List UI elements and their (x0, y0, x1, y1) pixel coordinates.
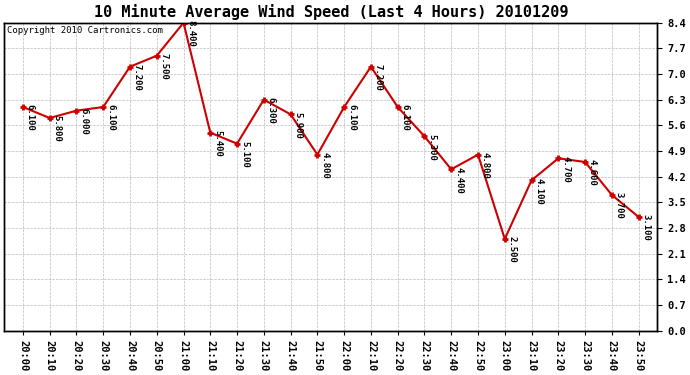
Text: 4.100: 4.100 (534, 177, 543, 204)
Title: 10 Minute Average Wind Speed (Last 4 Hours) 20101209: 10 Minute Average Wind Speed (Last 4 Hou… (94, 4, 568, 20)
Text: 5.400: 5.400 (213, 130, 222, 157)
Text: 6.000: 6.000 (79, 108, 88, 135)
Text: 4.700: 4.700 (561, 156, 570, 182)
Text: 6.300: 6.300 (266, 97, 275, 124)
Text: 4.600: 4.600 (588, 159, 597, 186)
Text: 3.700: 3.700 (615, 192, 624, 219)
Text: 7.200: 7.200 (374, 64, 383, 91)
Text: 7.200: 7.200 (132, 64, 141, 91)
Text: 6.100: 6.100 (26, 104, 34, 131)
Text: 6.100: 6.100 (106, 104, 115, 131)
Text: 4.800: 4.800 (481, 152, 490, 179)
Text: 5.900: 5.900 (293, 111, 302, 138)
Text: 3.100: 3.100 (642, 214, 651, 241)
Text: Copyright 2010 Cartronics.com: Copyright 2010 Cartronics.com (8, 26, 164, 35)
Text: 4.400: 4.400 (454, 166, 463, 194)
Text: 2.500: 2.500 (508, 236, 517, 263)
Text: 6.100: 6.100 (347, 104, 356, 131)
Text: 5.800: 5.800 (52, 115, 61, 142)
Text: 7.500: 7.500 (159, 53, 168, 80)
Text: 5.300: 5.300 (427, 134, 436, 160)
Text: 4.800: 4.800 (320, 152, 329, 179)
Text: 5.100: 5.100 (240, 141, 249, 168)
Text: 8.400: 8.400 (186, 20, 195, 47)
Text: 6.100: 6.100 (400, 104, 409, 131)
